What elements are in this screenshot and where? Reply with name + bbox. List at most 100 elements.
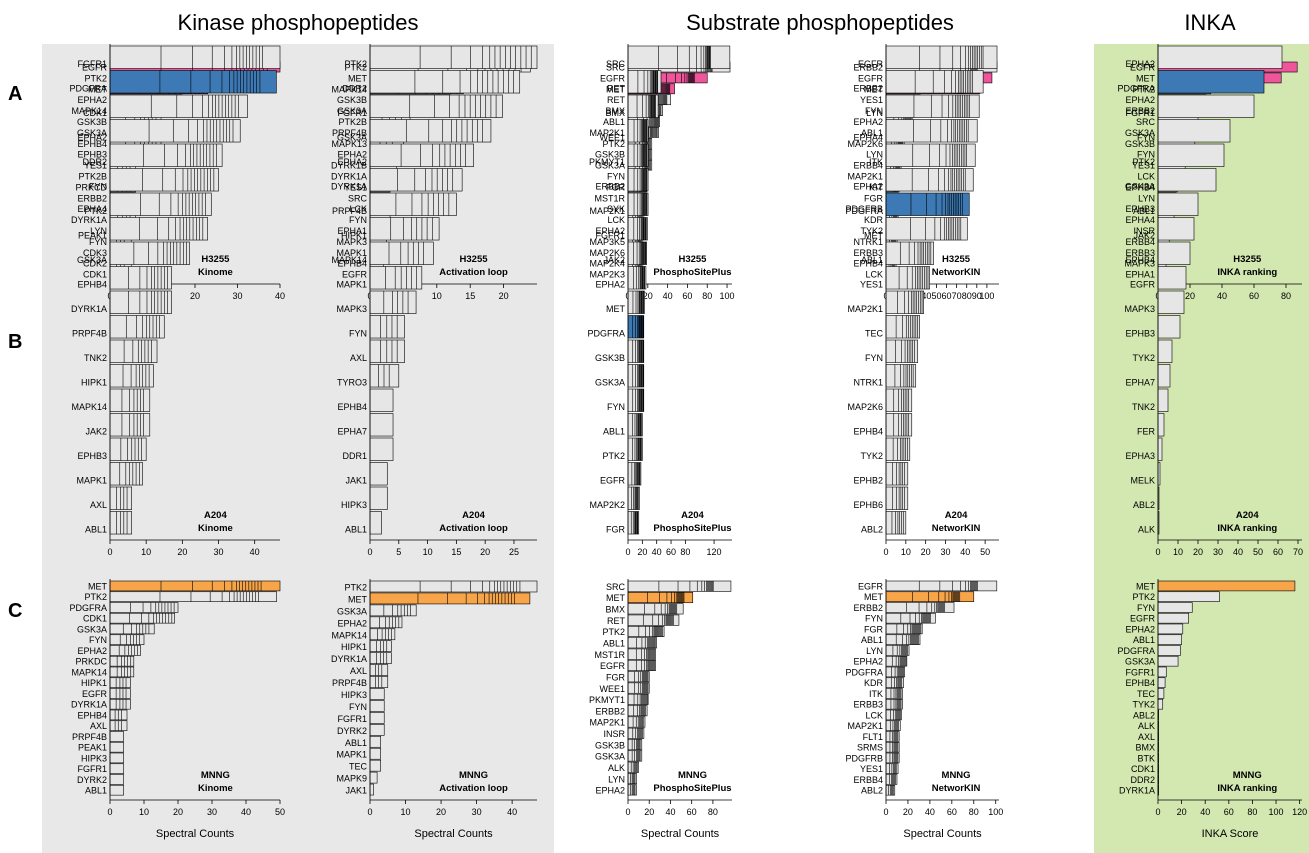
category-label: FYN: [1137, 150, 1155, 160]
category-label: EPHA4: [1125, 215, 1155, 225]
bar-map2k6: [885, 388, 913, 412]
panel-description: Activation loop: [439, 267, 508, 278]
bar-prkdc: [109, 655, 135, 667]
chart-C-nk: EGFRMETERBB2FYNFGRABL1LYNEPHA2PDGFRAKDRI…: [845, 579, 1003, 840]
bar-tnk2: [1157, 388, 1169, 412]
bar-ptk2: [109, 591, 277, 602]
category-label: PRKDC: [75, 657, 107, 667]
category-label: FYN: [1137, 603, 1155, 613]
x-tick-label: 20: [1193, 547, 1203, 557]
category-label: GSK3A: [1125, 182, 1155, 192]
category-label: MAP2K1: [847, 172, 883, 182]
panel-cell-line: A204: [681, 510, 704, 521]
x-tick-label: 80: [1247, 807, 1257, 817]
bar-epha2: [369, 143, 474, 167]
category-label: ERBB2: [853, 603, 883, 613]
category-label: DYRK1A: [71, 700, 107, 710]
category-label: LYN: [866, 108, 883, 118]
category-label: SRC: [348, 193, 368, 203]
x-tick-label: 0: [883, 547, 888, 557]
category-label: RET: [607, 84, 626, 94]
bar-ephb4: [109, 266, 172, 290]
category-label: MAP2K6: [589, 248, 625, 258]
category-label: EPHB4: [77, 139, 107, 149]
category-label: GSK3A: [595, 752, 625, 762]
category-label: GSK3A: [77, 624, 107, 634]
bar-met: [369, 592, 531, 605]
category-label: EGFR: [82, 689, 108, 699]
x-tick-label: 20: [173, 807, 183, 817]
bar-cdk1: [109, 612, 175, 624]
x-tick-label: 0: [883, 807, 888, 817]
x-tick-label: 20: [499, 291, 509, 301]
bar-mapk1: [109, 462, 143, 486]
category-label: TEC: [349, 762, 368, 772]
bar-epha2: [369, 616, 403, 629]
bar-fgfr1: [369, 94, 503, 118]
category-label: ABL1: [1133, 635, 1155, 645]
category-label: TYK2: [1132, 353, 1155, 363]
category-label: EPHB3: [77, 451, 107, 461]
category-label: GSK3A: [337, 133, 367, 143]
category-label: EPHA2: [337, 150, 367, 160]
category-label: ALK: [608, 763, 625, 773]
category-label: FGFR1: [595, 231, 625, 241]
category-label: EPHB3: [1125, 329, 1155, 339]
category-label: MET: [606, 593, 626, 603]
category-label: FGR: [864, 624, 883, 634]
x-tick-label: 40: [250, 547, 260, 557]
category-label: GSK3A: [77, 128, 107, 138]
category-label: SRC: [606, 59, 626, 69]
bar-ddr1: [369, 437, 394, 461]
x-tick-label: 30: [214, 547, 224, 557]
category-label: ABL1: [603, 427, 625, 437]
bar-hipk1: [369, 217, 440, 241]
category-label: MET: [864, 84, 884, 94]
panel-cell-line: H3255: [1233, 254, 1262, 265]
bar-tec: [369, 759, 381, 772]
bar-egfr: [885, 580, 998, 592]
x-tick-label: 50: [275, 807, 285, 817]
category-label: MAPK14: [71, 106, 107, 116]
category-label: AXL: [350, 666, 367, 676]
category-label: FYN: [349, 215, 367, 225]
category-label: LYN: [608, 774, 625, 784]
category-label: PTK2: [602, 139, 625, 149]
category-label: MAPK1: [76, 476, 107, 486]
category-label: FGFR1: [1125, 667, 1155, 677]
x-tick-label: 40: [925, 807, 935, 817]
chart-B-activation: PTK2DDR2FGFR1GSK3AEPHA2DYRK1APRPF4BHIPK1…: [331, 44, 538, 557]
category-label: MAPK14: [331, 84, 367, 94]
bar-ptk2: [1157, 143, 1225, 167]
category-label: MET: [606, 304, 626, 314]
category-label: LCK: [865, 270, 883, 280]
category-label: ERBB2: [1125, 106, 1155, 116]
category-label: EGFR: [858, 59, 884, 69]
category-label: FYN: [89, 237, 107, 247]
category-label: PTK2: [344, 63, 367, 73]
category-label: DYRK2: [77, 775, 107, 785]
category-label: FGR: [606, 182, 625, 192]
category-label: GSK3A: [337, 606, 367, 616]
x-tick-label: 100: [1269, 807, 1284, 817]
x-tick-label: 20: [1185, 291, 1195, 301]
category-label: PTK2: [84, 592, 107, 602]
bar-dyrk2: [369, 724, 385, 736]
category-label: PDGFRA: [587, 329, 625, 339]
category-label: FYN: [349, 702, 367, 712]
category-label: FER: [1137, 427, 1156, 437]
bar-tnk2: [109, 339, 158, 363]
panel-cell-line: MNNG: [1233, 770, 1262, 781]
bar-ret: [627, 614, 680, 626]
bar-epha2: [109, 645, 141, 656]
category-label: YES1: [860, 280, 883, 290]
category-label: SRMS: [857, 743, 883, 753]
category-label: DYRK2: [337, 726, 367, 736]
category-label: HIPK1: [341, 231, 367, 241]
category-label: FGFR1: [337, 714, 367, 724]
bar-abl1: [109, 511, 133, 535]
category-label: EPHA2: [77, 133, 107, 143]
category-label: EPHB4: [1125, 255, 1155, 265]
bar-gsk3a: [369, 604, 417, 617]
bar-erbb2: [885, 70, 984, 94]
